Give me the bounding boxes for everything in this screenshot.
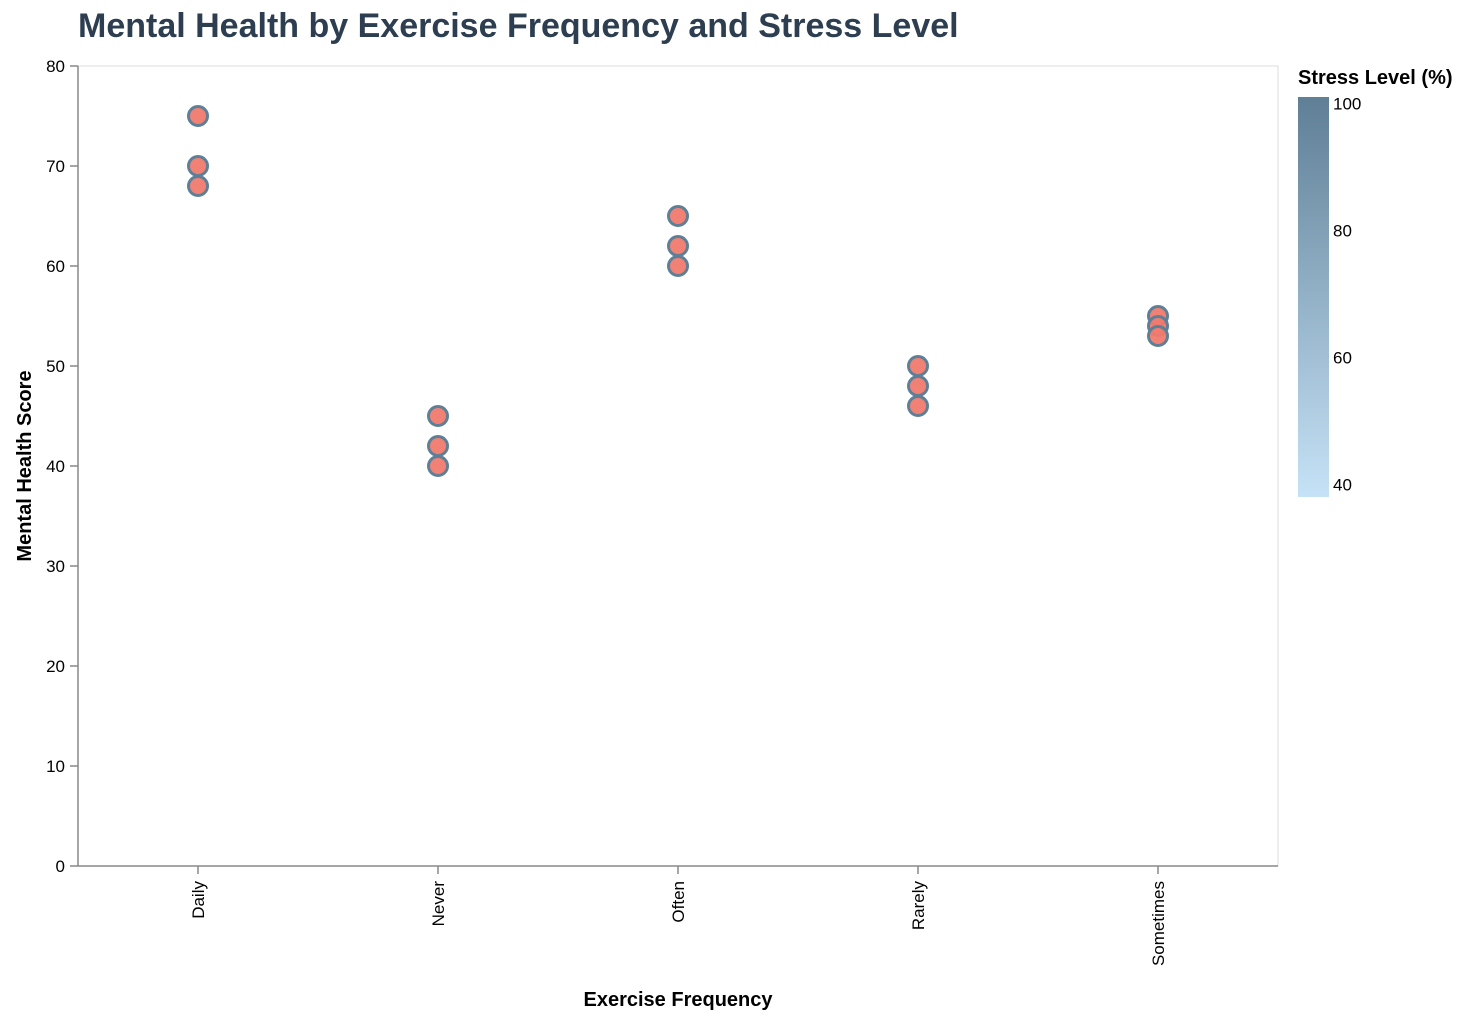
y-tick-label: 70 [46, 157, 65, 176]
legend: Stress Level (%) 40 60 80 100 [1298, 67, 1453, 497]
data-point [187, 175, 209, 197]
data-point [907, 355, 929, 377]
data-point [667, 255, 689, 277]
data-point [907, 375, 929, 397]
legend-ticks: 40 60 80 100 [1333, 94, 1361, 494]
y-tick-label: 20 [46, 657, 65, 676]
data-point [427, 405, 449, 427]
y-tick-label: 30 [46, 557, 65, 576]
y-tick-label: 60 [46, 257, 65, 276]
legend-tick-label: 100 [1333, 94, 1361, 113]
y-axis-title: Mental Health Score [14, 370, 36, 561]
x-axis-title: Exercise Frequency [584, 989, 774, 1011]
y-axis: 0 10 20 30 40 50 60 70 80 [46, 57, 79, 876]
data-point [1147, 325, 1169, 347]
legend-tick-label: 60 [1333, 348, 1352, 367]
legend-title: Stress Level (%) [1298, 67, 1453, 89]
y-tick-label: 40 [46, 457, 65, 476]
data-point [667, 205, 689, 227]
chart-title: Mental Health by Exercise Frequency and … [78, 7, 959, 45]
data-point [427, 435, 449, 457]
x-tick-label: Rarely [909, 881, 928, 931]
legend-tick-label: 40 [1333, 475, 1352, 494]
plot-frame [77, 65, 1279, 867]
data-point [907, 395, 929, 417]
points-layer [187, 105, 1169, 477]
x-tick-label: Daily [189, 881, 208, 919]
x-axis: Daily Never Often Rarely Sometimes [78, 865, 1278, 966]
data-point [667, 235, 689, 257]
legend-tick-label: 80 [1333, 221, 1352, 240]
y-tick-label: 80 [46, 57, 65, 76]
y-tick-label: 10 [46, 757, 65, 776]
data-point [187, 105, 209, 127]
x-tick-label: Often [669, 881, 688, 923]
y-tick-label: 0 [56, 857, 65, 876]
x-tick-label: Never [429, 881, 448, 927]
data-point [427, 455, 449, 477]
data-point [187, 155, 209, 177]
x-tick-label: Sometimes [1149, 881, 1168, 966]
y-tick-label: 50 [46, 357, 65, 376]
legend-color-bar [1298, 97, 1329, 497]
